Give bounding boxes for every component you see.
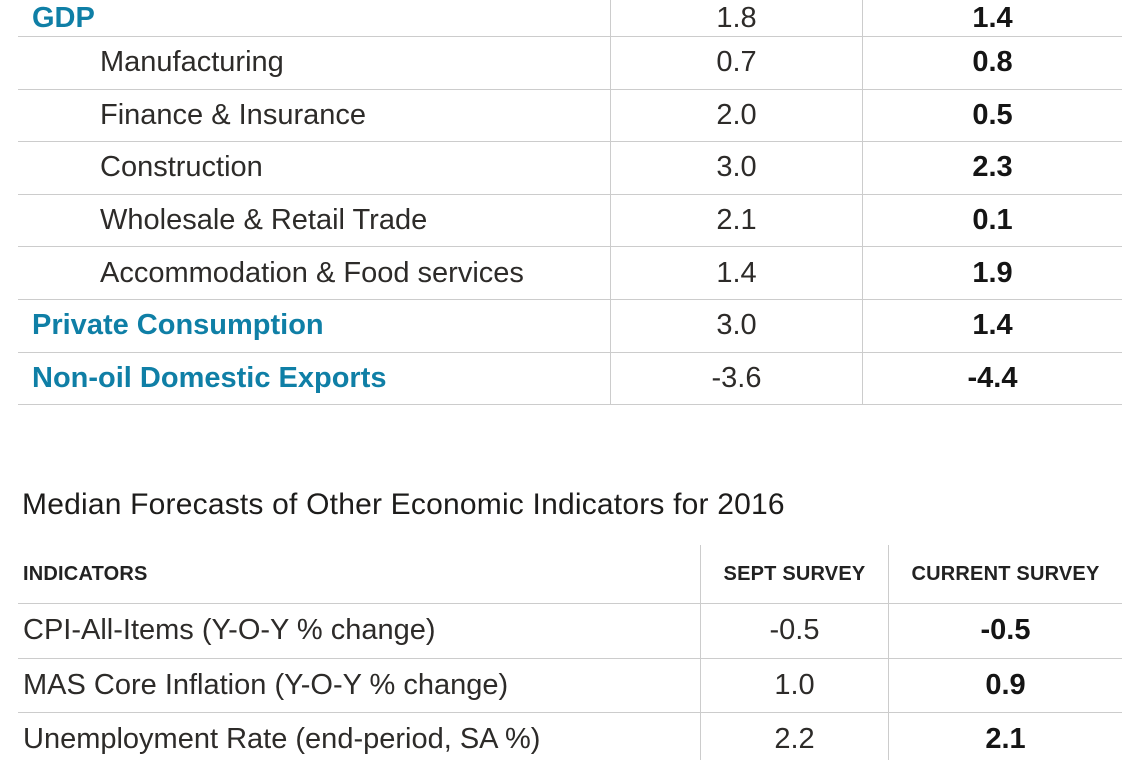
table-row: MAS Core Inflation (Y-O-Y % change) 1.0 … (18, 658, 1122, 713)
sept-value: 2.2 (700, 713, 888, 760)
current-value: 0.5 (862, 89, 1122, 142)
table-row: Wholesale & Retail Trade 2.1 0.1 (18, 194, 1122, 248)
current-value: 2.1 (888, 713, 1122, 760)
row-label: Finance & Insurance (100, 98, 366, 131)
row-label: Wholesale & Retail Trade (100, 204, 428, 237)
column-header-indicators: INDICATORS (23, 562, 148, 585)
sept-value: 0.7 (610, 37, 862, 89)
current-value: -0.5 (888, 604, 1122, 658)
sept-value: 1.0 (700, 658, 888, 712)
table-row: Non-oil Domestic Exports -3.6 -4.4 (18, 352, 1122, 406)
sept-value: 1.4 (610, 247, 862, 299)
table-header-row: INDICATORS SEPT SURVEY CURRENT SURVEY (18, 545, 1122, 604)
other-indicators-table: INDICATORS SEPT SURVEY CURRENT SURVEY CP… (18, 545, 1122, 760)
current-value: 0.9 (888, 658, 1122, 712)
column-header-current-survey: CURRENT SURVEY (888, 545, 1122, 603)
table-row: Manufacturing 0.7 0.8 (18, 37, 1122, 90)
table-row: Private Consumption 3.0 1.4 (18, 299, 1122, 353)
table-row: Finance & Insurance 2.0 0.5 (18, 89, 1122, 143)
current-value: -4.4 (862, 352, 1122, 405)
current-value: 0.1 (862, 194, 1122, 247)
sept-value: -3.6 (610, 352, 862, 405)
table-row: Unemployment Rate (end-period, SA %) 2.2… (18, 713, 1122, 760)
sept-value: 3.0 (610, 142, 862, 194)
row-label: Unemployment Rate (end-period, SA %) (23, 723, 541, 756)
table-row: Construction 3.0 2.3 (18, 142, 1122, 195)
row-label: Non-oil Domestic Exports (32, 361, 387, 394)
row-label: Private Consumption (32, 309, 324, 342)
current-value: 0.8 (862, 37, 1122, 89)
row-label: Accommodation & Food services (100, 256, 524, 289)
sept-value: 1.8 (610, 0, 862, 36)
column-header-sept-survey: SEPT SURVEY (700, 545, 888, 603)
current-value: 1.9 (862, 247, 1122, 299)
table-row: CPI-All-Items (Y-O-Y % change) -0.5 -0.5 (18, 604, 1122, 659)
current-value: 1.4 (862, 0, 1122, 36)
current-value: 2.3 (862, 142, 1122, 194)
table-row: GDP 1.8 1.4 (18, 0, 1122, 37)
sept-value: 3.0 (610, 299, 862, 352)
section-title: Median Forecasts of Other Economic Indic… (22, 488, 785, 521)
row-label: GDP (32, 1, 95, 34)
sept-value: 2.0 (610, 89, 862, 142)
row-label: Construction (100, 151, 263, 184)
sept-value: -0.5 (700, 604, 888, 658)
row-label: Manufacturing (100, 46, 284, 79)
row-label: CPI-All-Items (Y-O-Y % change) (23, 614, 436, 647)
gdp-forecast-table: GDP 1.8 1.4 Manufacturing 0.7 0.8 Financ… (18, 0, 1122, 406)
row-label: MAS Core Inflation (Y-O-Y % change) (23, 668, 509, 701)
table-row: Accommodation & Food services 1.4 1.9 (18, 247, 1122, 300)
current-value: 1.4 (862, 299, 1122, 352)
sept-value: 2.1 (610, 194, 862, 247)
